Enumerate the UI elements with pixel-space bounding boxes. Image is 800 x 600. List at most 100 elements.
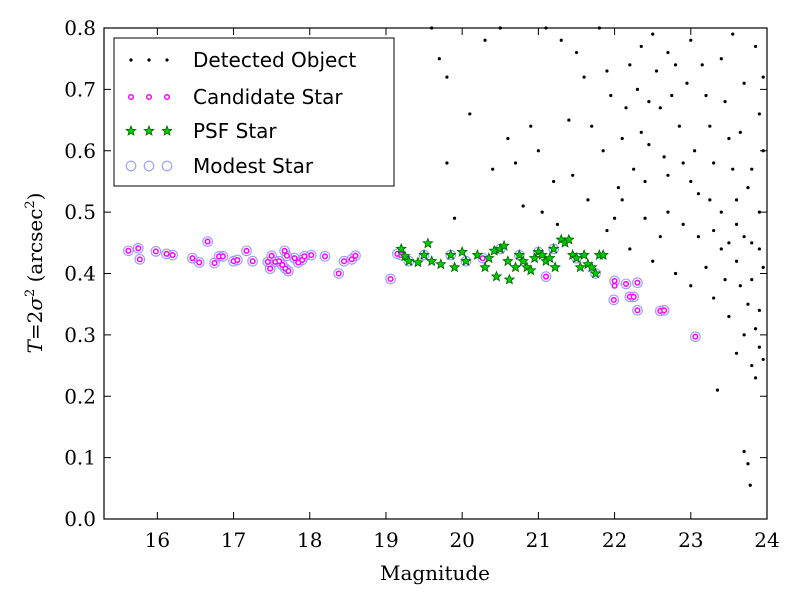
data-point (753, 376, 758, 380)
data-point (693, 149, 697, 153)
data-point (483, 38, 487, 42)
data-point (528, 252, 541, 264)
data-point (468, 112, 472, 116)
data-point (673, 271, 678, 276)
data-point (658, 106, 662, 110)
data-point (249, 258, 256, 265)
data-point (723, 278, 727, 282)
data-point (761, 357, 765, 362)
data-point (628, 63, 632, 67)
data-point (651, 32, 655, 36)
data-point (639, 44, 643, 49)
legend-marker (127, 93, 135, 101)
data-point (723, 100, 727, 104)
data-point (753, 327, 758, 331)
data-point (574, 261, 587, 273)
data-point (574, 50, 579, 55)
legend-marker (129, 58, 133, 62)
data-point (696, 235, 701, 239)
y-tick-label: 0.6 (64, 139, 96, 163)
data-point (211, 260, 218, 267)
data-point (750, 167, 754, 171)
data-point (605, 69, 609, 73)
data-point (189, 255, 196, 262)
data-point (540, 271, 552, 282)
data-point (727, 241, 731, 245)
y-tick-label: 0.4 (64, 262, 96, 286)
data-point (193, 257, 205, 268)
data-point (134, 254, 146, 265)
data-point (630, 293, 637, 300)
data-point (445, 75, 449, 79)
data-point (632, 167, 636, 171)
x-tick-label: 21 (526, 528, 551, 552)
data-point (241, 245, 252, 257)
data-point (502, 255, 514, 267)
data-point (460, 255, 472, 267)
data-point (150, 246, 162, 257)
y-tick-label: 0.3 (64, 323, 96, 347)
data-point (281, 247, 288, 254)
data-point (620, 278, 632, 290)
data-point (219, 253, 226, 260)
data-point (712, 296, 716, 300)
data-point (547, 242, 560, 254)
data-point (276, 259, 288, 271)
data-point (628, 247, 632, 251)
data-point (517, 255, 529, 267)
data-point (734, 259, 739, 263)
data-point (483, 252, 495, 264)
data-point (387, 275, 394, 283)
legend-marker (125, 160, 137, 172)
data-point (135, 245, 142, 252)
y-tick-label: 0.0 (64, 507, 96, 531)
ticks-layer: 16 17 18 19 20 21 22 23 24 0.0 0.1 0.2 0.3 0.4 0.5 0.6 0… (64, 16, 780, 552)
data-point (632, 277, 643, 289)
x-tick-label: 18 (297, 528, 322, 552)
data-point (268, 252, 275, 259)
data-point (597, 249, 609, 260)
data-point (321, 253, 329, 260)
data-point (479, 261, 491, 273)
data-point (437, 57, 441, 61)
x-tick-label: 23 (678, 528, 703, 552)
data-point (601, 149, 605, 153)
data-point (412, 256, 424, 268)
data-point (152, 248, 159, 255)
data-point (757, 345, 761, 349)
legend-marker (143, 160, 155, 172)
data-point (123, 245, 134, 257)
data-point (491, 167, 495, 171)
data-point (647, 100, 651, 104)
data-point (757, 247, 761, 251)
data-point (506, 136, 510, 141)
data-point (529, 124, 533, 128)
legend-marker (165, 58, 169, 62)
legend-frame (113, 37, 395, 187)
data-point (333, 268, 345, 279)
data-point (435, 258, 447, 270)
data-point (234, 256, 241, 264)
data-point (456, 245, 468, 257)
data-point (704, 93, 708, 98)
y-axis-label: T=2σ2 (arcsec2) (23, 192, 47, 353)
data-point (677, 124, 681, 128)
data-point (689, 38, 693, 42)
data-point (544, 252, 556, 264)
data-point (639, 130, 643, 134)
data-point (279, 261, 286, 268)
legend-item: Detected Object (129, 48, 356, 72)
data-point (611, 277, 618, 284)
data-point (761, 265, 765, 269)
data-point (734, 351, 739, 355)
data-point (692, 333, 699, 340)
legend-marker (143, 124, 155, 136)
data-point (666, 50, 670, 55)
data-point (643, 179, 647, 184)
data-point (700, 63, 704, 67)
data-point (757, 308, 761, 312)
data-point (264, 258, 271, 265)
series-candidate-star (125, 238, 699, 340)
y-tick-label: 0.1 (64, 446, 96, 470)
data-point (727, 136, 731, 141)
